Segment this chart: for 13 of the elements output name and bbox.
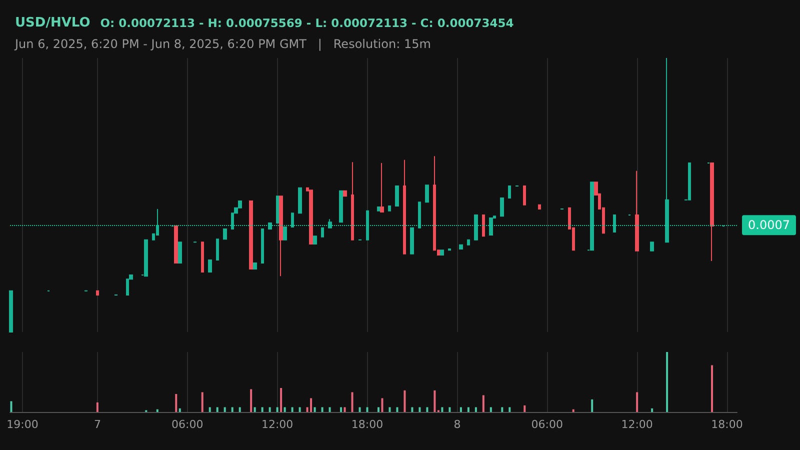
x-tick-label: 06:00 [172,418,204,431]
chart-subtitle: Jun 6, 2025, 6:20 PM - Jun 8, 2025, 6:20 PM GMT | Resolution: 15m [14,37,431,51]
text: O: 0.00072113 - H: 0.00075569 - L: 0.00072113 - C: 0.00073454 [100,16,514,30]
chart-title: USD/HVLO [15,16,90,30]
x-tick-label: 06:00 [531,418,563,431]
x-tick-label: 12:00 [621,418,653,431]
x-tick-label: 19:00 [6,418,38,431]
x-tick-label: 18:00 [351,418,384,431]
x-tick-label: 8 [454,418,461,431]
x-tick-label: 7 [94,418,101,431]
x-tick-label: 18:00 [711,418,743,431]
x-tick-label: 12:00 [261,418,294,431]
text: 0.0007 [748,218,790,232]
